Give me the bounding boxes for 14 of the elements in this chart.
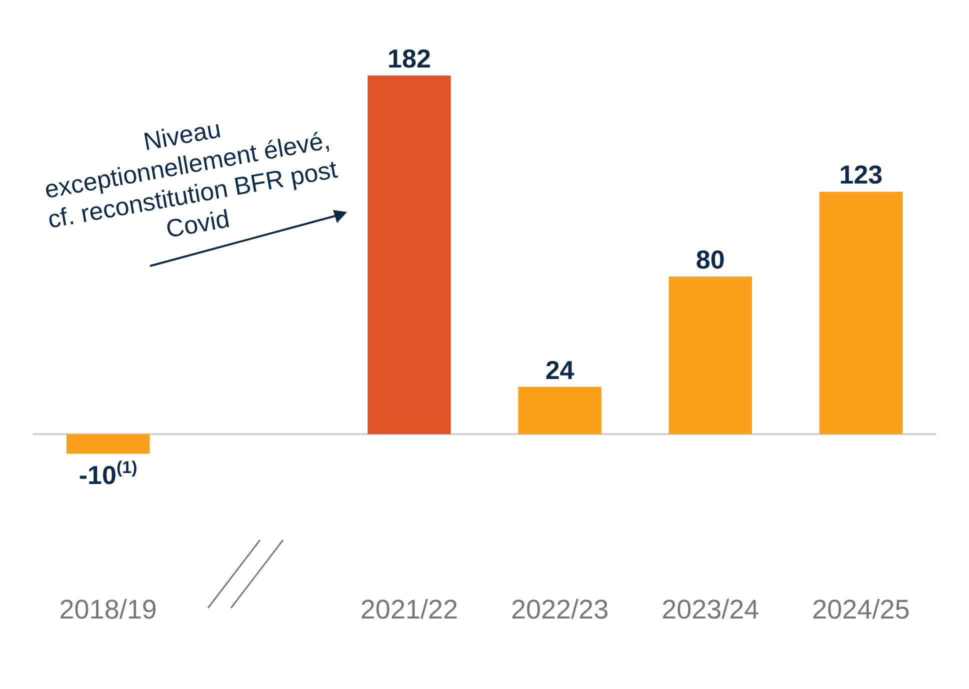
x-tick-label: 2023/24 (662, 594, 760, 624)
bar (66, 434, 150, 454)
data-label: 24 (545, 354, 575, 385)
data-label: 182 (388, 43, 431, 74)
bar (518, 386, 602, 434)
data-label: 123 (839, 160, 883, 190)
bar (668, 276, 752, 434)
x-tick-label: 2022/23 (510, 594, 609, 624)
x-tick-label: 2021/22 (360, 594, 458, 624)
data-label: 80 (696, 244, 725, 274)
bar (368, 75, 451, 434)
x-tick-label: 2024/25 (812, 594, 910, 624)
bar (819, 192, 903, 434)
x-tick-label: 2018/19 (59, 594, 157, 624)
